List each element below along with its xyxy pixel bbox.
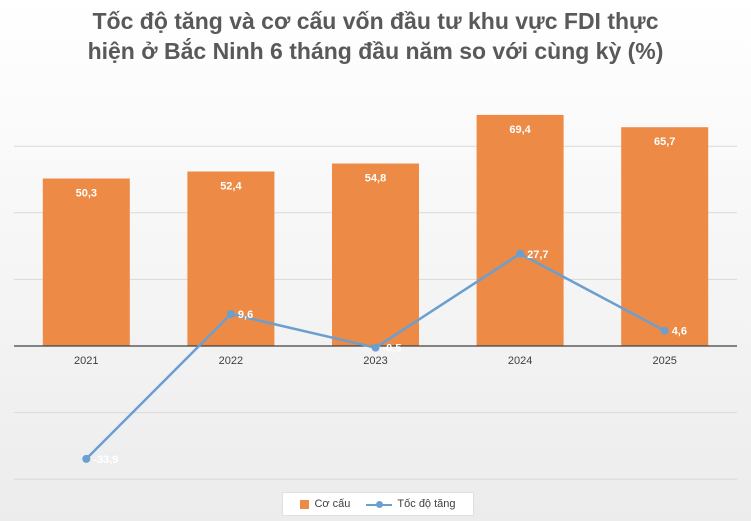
bar-label-2023: 54,8 — [365, 173, 386, 185]
line-point-2022 — [226, 310, 235, 319]
legend-label-line: Tốc độ tăng — [397, 498, 456, 510]
line-label-2022: 9,6 — [238, 309, 253, 321]
x-tick-label-2024: 2024 — [508, 355, 532, 367]
line-label-2023: -0,5 — [383, 343, 402, 355]
bar-label-2024: 69,4 — [509, 124, 531, 136]
x-tick-label-2023: 2023 — [363, 355, 387, 367]
bar-label-2025: 65,7 — [654, 136, 675, 148]
bar-2025 — [621, 127, 709, 347]
bar-label-2021: 50,3 — [76, 188, 97, 200]
legend-label-bar: Cơ cấu — [314, 498, 351, 510]
legend-swatch-line — [366, 500, 393, 509]
x-tick-label-2022: 2022 — [219, 355, 243, 367]
x-tick-label-2025: 2025 — [652, 355, 676, 367]
bar-2021 — [42, 178, 130, 346]
line-point-2023 — [371, 343, 380, 352]
line-label-2021: -33,9 — [93, 454, 118, 466]
bar-2022 — [187, 171, 275, 346]
line-point-2025 — [660, 326, 669, 335]
line-point-2021 — [82, 454, 91, 463]
chart-legend: Cơ cấu Tốc độ tăng — [282, 492, 474, 516]
line-label-2025: 4,6 — [672, 326, 687, 338]
line-label-2024: 27,7 — [527, 249, 548, 261]
chart-title-line-1: Tốc độ tăng và cơ cấu vốn đầu tư khu vực… — [92, 8, 659, 34]
bar-2024 — [476, 114, 564, 346]
line-point-2024 — [516, 249, 525, 258]
legend-item-line: Tốc độ tăng — [366, 498, 456, 510]
legend-swatch-bar — [300, 499, 310, 509]
chart-title-line-2: hiện ở Bắc Ninh 6 tháng đầu năm so với c… — [87, 38, 664, 64]
chart-title: Tốc độ tăng và cơ cấu vốn đầu tư khu vực… — [0, 6, 751, 66]
bar-2023 — [332, 163, 419, 346]
legend-item-bar: Cơ cấu — [300, 498, 350, 510]
bar-label-2022: 52,4 — [220, 181, 242, 193]
x-tick-label-2021: 2021 — [74, 355, 98, 367]
